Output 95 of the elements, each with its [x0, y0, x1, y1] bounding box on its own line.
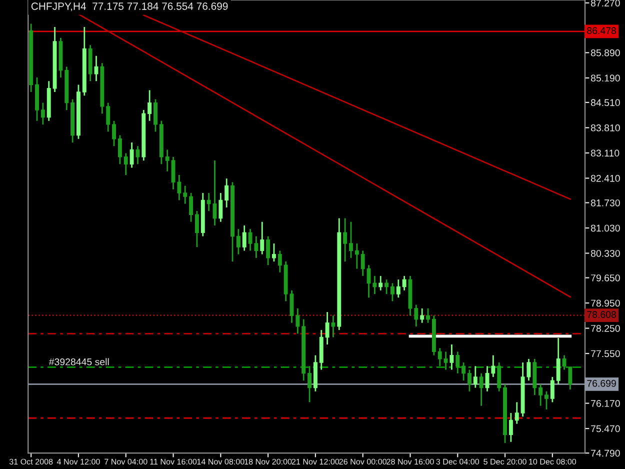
candlestick	[438, 347, 442, 367]
candlestick	[296, 308, 300, 334]
y-tick-label: 84.510	[590, 99, 620, 106]
candlestick	[130, 142, 134, 168]
y-tick-label: 85.890	[590, 49, 620, 56]
candlestick	[497, 362, 502, 392]
candlestick	[189, 192, 194, 223]
candlestick	[473, 365, 478, 388]
x-tick-label: 5 Dec 20:00	[484, 458, 526, 465]
y-tick-label: 83.110	[590, 150, 620, 157]
x-tick-label: 31 Oct 2008	[9, 458, 53, 465]
x-tick-label: 10 Dec 08:00	[529, 458, 576, 465]
candlestick	[550, 376, 554, 403]
candlestick	[242, 224, 246, 252]
ref-line-label: 86.478	[587, 27, 616, 34]
candlestick	[508, 412, 513, 443]
y-tick-label: 76.170	[591, 400, 620, 407]
candlestick	[396, 278, 400, 298]
candlestick	[514, 402, 519, 425]
candlestick	[384, 278, 389, 295]
candlestick	[456, 351, 460, 374]
candlestick	[272, 242, 276, 262]
candlestick	[414, 304, 418, 328]
x-tick-label: 4 Nov 12:00	[56, 458, 100, 465]
chart-title: CHFJPY,H4 77.175 77.184 76.554 76.699	[31, 2, 228, 12]
x-tick-label: 26 Nov 00:00	[339, 458, 386, 465]
candlestick	[343, 218, 348, 262]
candlestick	[183, 185, 188, 204]
y-tick-label: 80.330	[590, 250, 620, 257]
x-tick-label: 7 Nov 04:00	[104, 458, 148, 465]
candlestick	[260, 221, 264, 255]
x-tick-label: 28 Nov 16:00	[386, 458, 434, 465]
candlestick	[148, 89, 152, 122]
y-tick-label: 87.270	[590, 0, 620, 7]
y-tick-label: 82.410	[590, 174, 620, 182]
candlestick	[94, 55, 98, 82]
candlestick	[112, 120, 116, 147]
ref-line-label: 76.699	[587, 380, 616, 387]
candlestick	[544, 390, 548, 410]
candlestick	[360, 250, 365, 277]
ref-line-label: #3928445 sell	[48, 358, 109, 366]
candlestick	[118, 134, 122, 165]
candlestick	[266, 236, 270, 266]
candlestick	[402, 275, 406, 292]
candlestick	[224, 178, 229, 208]
candlestick	[154, 98, 158, 132]
candlestick	[538, 383, 543, 406]
candlestick	[390, 282, 394, 302]
candlestick	[194, 210, 199, 248]
candlestick	[278, 250, 282, 274]
candlestick	[354, 242, 359, 270]
y-tick-label: 85.190	[590, 74, 620, 82]
candlestick	[218, 192, 223, 223]
y-tick-label: 75.470	[591, 425, 620, 432]
candlestick	[444, 351, 448, 370]
candlestick	[462, 362, 466, 382]
candlestick	[331, 314, 336, 338]
candlestick	[491, 354, 496, 378]
candlestick	[468, 369, 472, 392]
candlestick	[236, 228, 240, 255]
candlestick	[206, 192, 211, 212]
candlestick	[450, 344, 454, 370]
candlestick	[165, 149, 170, 172]
candlestick	[378, 275, 383, 292]
y-tick-label: 78.250	[591, 324, 620, 332]
candlestick	[349, 221, 353, 259]
candlestick	[568, 366, 572, 390]
candlestick	[136, 145, 140, 165]
y-tick-label: 81.730	[590, 199, 620, 206]
x-tick-label: 18 Nov 20:00	[244, 458, 292, 465]
candlestick	[177, 174, 182, 201]
candlestick	[325, 311, 330, 346]
candlestick	[426, 308, 430, 324]
candlestick	[562, 354, 566, 370]
candlestick	[40, 102, 45, 126]
y-tick-label: 78.950	[591, 300, 620, 307]
x-tick-label: 21 Nov 12:00	[292, 458, 340, 465]
y-tick-label: 79.650	[591, 274, 620, 282]
y-tick-label: 74.790	[591, 450, 620, 457]
candlestick	[372, 275, 377, 295]
candlestick	[420, 308, 424, 324]
candlestick	[124, 152, 128, 176]
y-tick-label: 77.550	[591, 350, 620, 358]
x-tick-label: 3 Dec 04:00	[436, 458, 480, 465]
candlestick	[308, 365, 312, 403]
candlestick	[290, 290, 294, 324]
candlestick	[106, 102, 110, 132]
ref-line-label: 78.608	[587, 311, 616, 318]
x-tick-label: 11 Nov 16:00	[150, 458, 197, 465]
candlestick	[171, 156, 176, 190]
y-tick-label: 83.810	[590, 124, 620, 132]
candlestick	[479, 372, 484, 406]
x-tick-label: 14 Nov 08:00	[197, 458, 244, 465]
candlestick	[556, 337, 560, 385]
y-tick-label: 81.030	[590, 224, 620, 232]
